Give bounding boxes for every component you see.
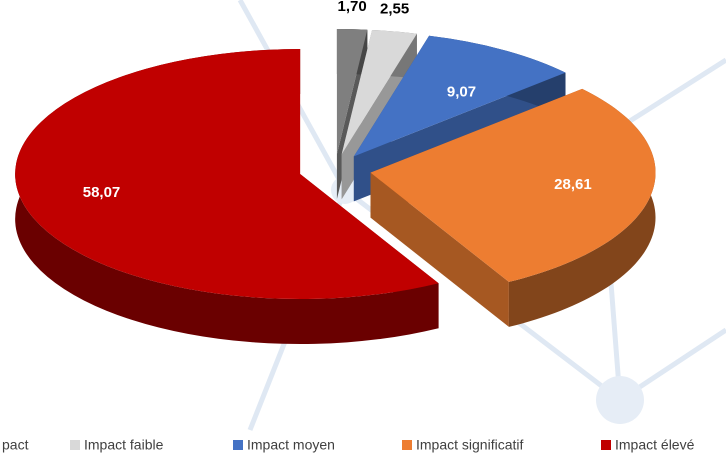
slice-wall: [15, 49, 439, 345]
slice: [336, 29, 368, 155]
legend-swatch: [402, 440, 412, 450]
legend-label: Impact élevé: [615, 437, 695, 453]
legend-label: Impact significatif: [416, 437, 523, 453]
slice: [370, 88, 656, 282]
slice: [341, 29, 417, 155]
legend-swatch: [70, 440, 80, 450]
slice-side: [370, 172, 509, 327]
legend-swatch: [233, 440, 243, 450]
legend-label: pact: [2, 437, 29, 453]
slice: [15, 49, 439, 300]
legend: pact Impact faible Impact moyen Impact sign…: [2, 437, 695, 453]
legend-label: Impact moyen: [247, 437, 335, 453]
data-label: 9,07: [447, 83, 476, 100]
data-label: 28,61: [554, 176, 592, 193]
slice: [353, 35, 566, 157]
data-labels: 1,70 2,55 9,07 28,61 58,07: [83, 0, 592, 201]
data-label: 2,55: [380, 0, 409, 17]
data-label: 1,70: [338, 0, 367, 15]
data-label: 58,07: [83, 184, 121, 201]
slice-tops: [15, 29, 656, 300]
legend-label: Impact faible: [84, 437, 164, 453]
legend-swatch: [601, 440, 611, 450]
